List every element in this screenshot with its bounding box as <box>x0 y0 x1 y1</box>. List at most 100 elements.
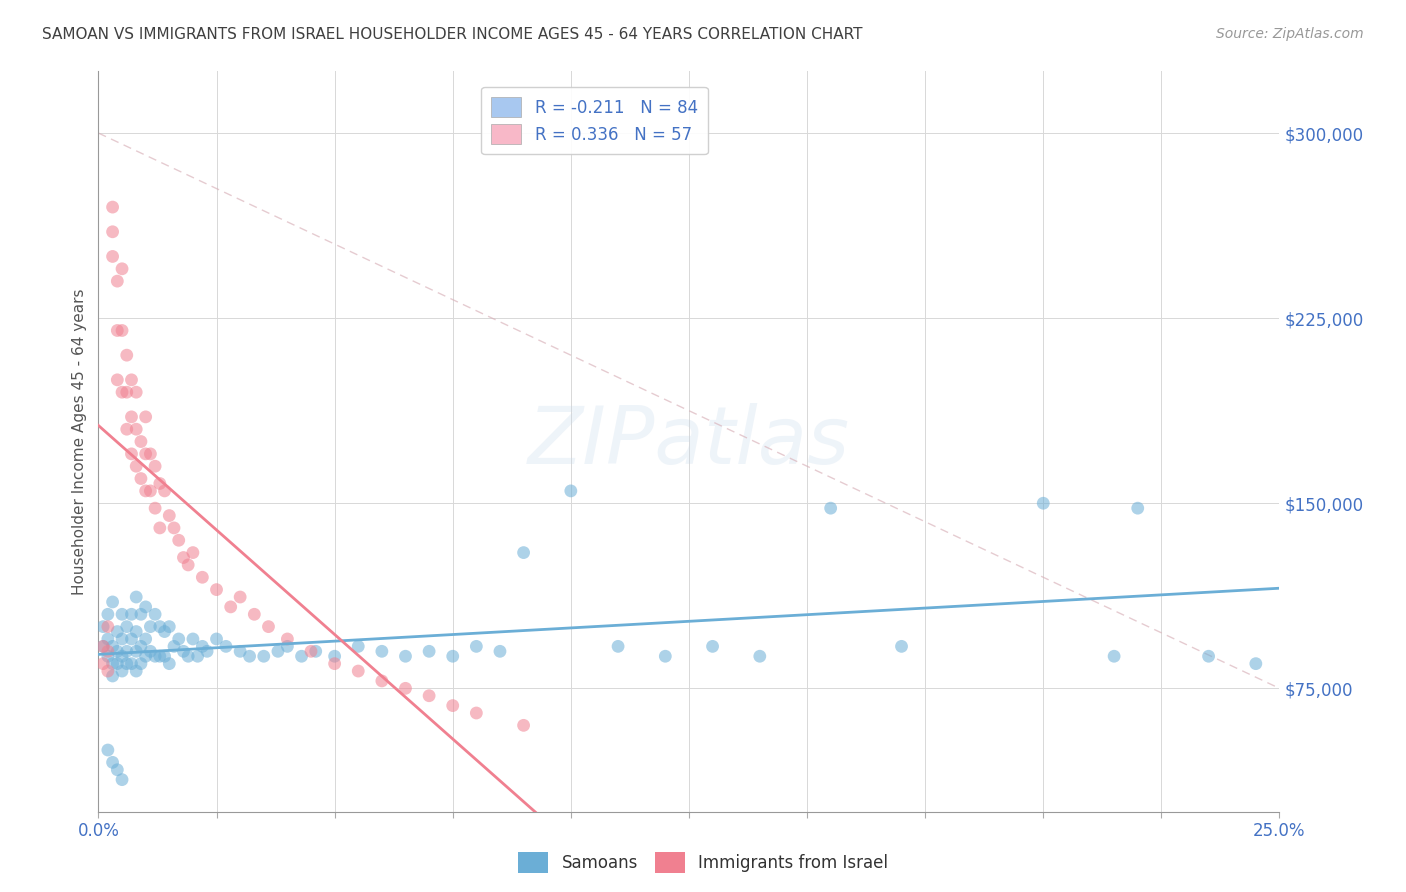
Point <box>157 620 180 634</box>
Point <box>135 599 157 614</box>
Point <box>111 772 134 787</box>
Point <box>153 649 176 664</box>
Point <box>101 595 124 609</box>
Point <box>654 649 676 664</box>
Point <box>702 640 724 654</box>
Point <box>129 657 152 671</box>
Point <box>135 409 157 424</box>
Point <box>323 649 346 664</box>
Point <box>229 644 252 658</box>
Point <box>172 644 194 658</box>
Point <box>97 743 120 757</box>
Point <box>215 640 238 654</box>
Point <box>115 620 138 634</box>
Point <box>105 373 128 387</box>
Point <box>347 640 370 654</box>
Point <box>135 483 157 498</box>
Point <box>135 632 157 646</box>
Point <box>115 644 138 658</box>
Point <box>129 607 152 622</box>
Text: Source: ZipAtlas.com: Source: ZipAtlas.com <box>1216 27 1364 41</box>
Point <box>167 632 190 646</box>
Point <box>97 620 120 634</box>
Point <box>191 570 214 584</box>
Point <box>153 483 176 498</box>
Point <box>299 644 322 658</box>
Point <box>115 422 138 436</box>
Legend: R = -0.211   N = 84, R = 0.336   N = 57: R = -0.211 N = 84, R = 0.336 N = 57 <box>481 87 707 154</box>
Point <box>177 558 200 572</box>
Point <box>1102 649 1125 664</box>
Text: ZIPatlas: ZIPatlas <box>527 402 851 481</box>
Point <box>121 607 143 622</box>
Point <box>125 590 148 604</box>
Point <box>105 274 128 288</box>
Point <box>105 644 128 658</box>
Point <box>97 632 120 646</box>
Point <box>267 644 290 658</box>
Point <box>105 657 128 671</box>
Point <box>748 649 770 664</box>
Point <box>153 624 176 639</box>
Point <box>441 649 464 664</box>
Point <box>243 607 266 622</box>
Point <box>149 476 172 491</box>
Point <box>323 657 346 671</box>
Point <box>91 657 114 671</box>
Point <box>111 664 134 678</box>
Point <box>139 620 162 634</box>
Point <box>101 225 124 239</box>
Point <box>191 640 214 654</box>
Point <box>111 385 134 400</box>
Point <box>139 483 162 498</box>
Point <box>143 501 166 516</box>
Point <box>97 649 120 664</box>
Point <box>125 644 148 658</box>
Point <box>394 681 416 696</box>
Point <box>181 632 204 646</box>
Point <box>890 640 912 654</box>
Point <box>101 200 124 214</box>
Point <box>121 632 143 646</box>
Point <box>560 483 582 498</box>
Point <box>129 434 152 449</box>
Point <box>91 640 114 654</box>
Point <box>820 501 842 516</box>
Point <box>91 620 114 634</box>
Point <box>135 649 157 664</box>
Point <box>121 373 143 387</box>
Point <box>97 607 120 622</box>
Point <box>465 640 488 654</box>
Point <box>371 644 394 658</box>
Point <box>121 447 143 461</box>
Point <box>125 422 148 436</box>
Point <box>125 664 148 678</box>
Point <box>1126 501 1149 516</box>
Y-axis label: Householder Income Ages 45 - 64 years: Householder Income Ages 45 - 64 years <box>72 288 87 595</box>
Point <box>149 620 172 634</box>
Point <box>125 624 148 639</box>
Point <box>129 471 152 485</box>
Point <box>111 324 134 338</box>
Point <box>195 644 218 658</box>
Point <box>1032 496 1054 510</box>
Point <box>187 649 209 664</box>
Point <box>157 657 180 671</box>
Point <box>111 649 134 664</box>
Point <box>105 763 128 777</box>
Point <box>125 459 148 474</box>
Point <box>371 673 394 688</box>
Point <box>167 533 190 548</box>
Point <box>163 640 186 654</box>
Point <box>1198 649 1220 664</box>
Point <box>111 607 134 622</box>
Point <box>97 664 120 678</box>
Point <box>276 640 298 654</box>
Point <box>115 657 138 671</box>
Point <box>219 599 242 614</box>
Point <box>121 409 143 424</box>
Point <box>129 640 152 654</box>
Point <box>121 657 143 671</box>
Point <box>105 624 128 639</box>
Point <box>394 649 416 664</box>
